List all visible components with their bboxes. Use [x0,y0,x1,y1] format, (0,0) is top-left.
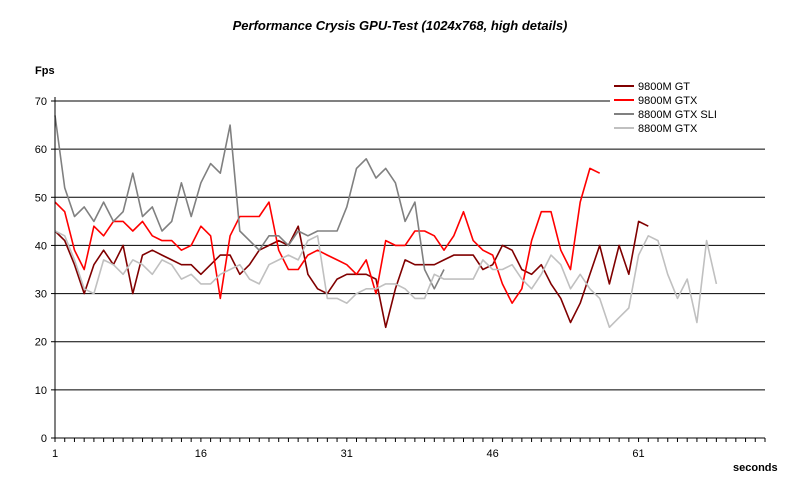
axes [54,97,765,439]
x-tick-label: 1 [52,448,58,460]
gridlines [55,100,765,391]
x-tick-label: 31 [341,448,353,460]
series-line-8800m-gtx-sli [54,115,445,290]
legend-entry: 9800M GT [638,81,690,93]
x-tick-label: 46 [487,448,499,460]
y-tick-labels: 0 10 20 30 40 50 60 70 [35,96,55,445]
series-line-9800m-gtx [54,167,601,305]
legend-box [610,74,765,134]
series-line-9800m-gt [54,220,649,329]
y-tick-label: 70 [35,96,47,108]
x-tick-labels: 1 16 31 46 61 [52,438,766,460]
y-tick-label: 10 [35,385,47,397]
y-tick-label: 0 [41,433,47,445]
y-tick-label: 60 [35,144,47,156]
legend: 9800M GT 9800M GTX 8800M GTX SLI 8800M GTX [610,74,765,135]
legend-entry: 8800M GTX SLI [638,109,717,121]
legend-entry: 8800M GTX [638,123,698,135]
x-tick-label: 16 [195,448,207,460]
y-tick-label: 40 [35,240,47,252]
series-lines [54,115,718,329]
x-tick-label: 61 [632,448,644,460]
series-line-8800m-gtx [54,230,718,329]
legend-entry: 9800M GTX [638,95,698,107]
y-axis-title: Fps [35,65,55,77]
y-tick-label: 50 [35,192,47,204]
chart-title: Performance Crysis GPU-Test (1024x768, h… [233,18,568,33]
y-tick-label: 20 [35,337,47,349]
x-axis-title: seconds [733,462,778,474]
y-tick-label: 30 [35,289,47,301]
